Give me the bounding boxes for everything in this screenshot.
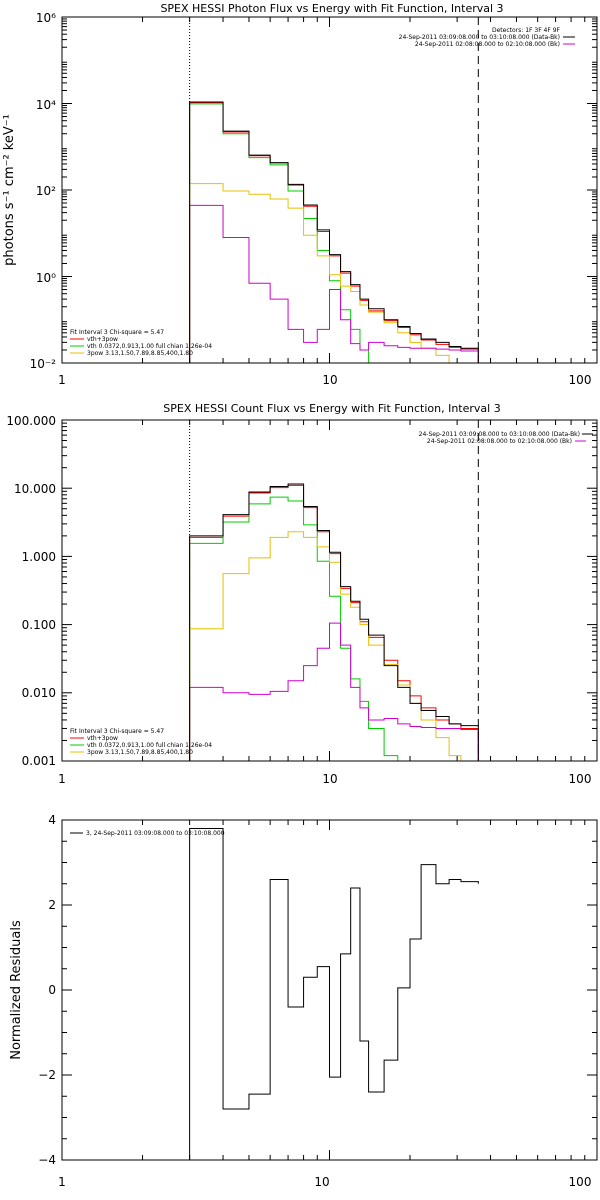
series-line (189, 103, 479, 364)
series-line (189, 483, 479, 761)
legend-entry: vth 0.0372,0.913,1.00 full chian 1.26e-0… (87, 343, 212, 350)
x-tick-label: 10 (314, 1175, 329, 1189)
x-tick-label: 1 (58, 1175, 66, 1189)
x-tick-label: 100 (569, 1175, 592, 1189)
y-tick-label: 10⁰ (36, 271, 56, 285)
series-line (189, 204, 479, 363)
y-tick-label: 1.000 (22, 550, 56, 564)
info-box: Detectors: 1F 3F 4F 9F 24-Sep-2011 03:09… (399, 27, 575, 48)
series-line (189, 531, 479, 762)
photon-flux-panel: SPEX HESSI Photon Flux vs Energy with Fi… (2, 2, 598, 387)
y-tick-label: 10.000 (14, 482, 56, 496)
x-tick-label: 100 (569, 373, 592, 387)
legend-entry: 3pow 3.13,1.50,7.89,8.85,400,1.80 (87, 350, 193, 357)
legend-entry: Fit Interval 3 Chi-square = 5.47 (70, 329, 164, 336)
legend-entry: vth+3pow (87, 336, 118, 343)
info-line: 24-Sep-2011 02:08:08.000 to 02:10:08.000… (427, 438, 572, 445)
y-tick-label: 4 (48, 813, 56, 827)
legend-entry: vth 0.0372,0.913,1.00 full chian 1.26e-0… (87, 742, 212, 749)
chart-title: SPEX HESSI Photon Flux vs Energy with Fi… (160, 2, 503, 15)
y-axis-label: Normalized Residuals (9, 920, 24, 1060)
x-tick-label: 1 (58, 373, 66, 387)
info-line: Detectors: 1F 3F 4F 9F (492, 27, 561, 34)
fit-legend: Fit Interval 3 Chi-square = 5.47 vth+3po… (70, 329, 212, 357)
y-tick-label: 0.001 (22, 754, 56, 768)
plot-frame (61, 419, 598, 762)
plot-frame (61, 819, 598, 1161)
series-line (189, 622, 479, 761)
fit-legend: Fit Interval 3 Chi-square = 5.47 vth+3po… (70, 728, 212, 756)
y-tick-label: 10⁻² (30, 357, 57, 371)
info-line: 24-Sep-2011 03:09:08.000 to 03:10:08.000… (399, 34, 560, 41)
series-line (189, 101, 479, 363)
chart-title: SPEX HESSI Count Flux vs Energy with Fit… (163, 402, 500, 415)
y-tick-label: −4 (38, 1153, 56, 1167)
y-tick-label: 10⁴ (36, 98, 56, 112)
y-tick-label: 10² (36, 184, 56, 198)
series-line (189, 828, 479, 1160)
residuals-panel: 1 10 100 −4 −2 0 2 4 Normalized Residual… (9, 813, 598, 1189)
legend-entry: Fit Interval 3 Chi-square = 5.47 (70, 728, 164, 735)
x-tick-label: 100 (569, 772, 592, 786)
y-tick-label: 0.100 (22, 618, 56, 632)
count-flux-panel: SPEX HESSI Count Flux vs Energy with Fit… (6, 402, 598, 786)
plot-frame (61, 16, 598, 364)
legend-entry: vth+3pow (87, 735, 118, 742)
x-tick-label: 10 (322, 373, 337, 387)
info-line: 3, 24-Sep-2011 03:09:08.000 to 03:10:08.… (86, 830, 225, 837)
series-line (189, 102, 479, 363)
y-tick-label: 2 (48, 898, 56, 912)
y-tick-label: 100.000 (6, 414, 56, 428)
info-line: 24-Sep-2011 02:08:08.000 to 02:10:08.000… (415, 41, 560, 48)
y-tick-label: 10⁶ (36, 11, 56, 25)
x-tick-label: 1 (58, 772, 66, 786)
y-tick-label: 0 (48, 983, 56, 997)
legend-entry: 3pow 3.13,1.50,7.89,8.85,400,1.80 (87, 749, 193, 756)
series-line (189, 183, 479, 364)
info-box: 24-Sep-2011 03:09:08.000 to 03:10:08.000… (419, 431, 593, 445)
info-box: 3, 24-Sep-2011 03:09:08.000 to 03:10:08.… (70, 830, 225, 837)
series-line (189, 496, 479, 762)
x-tick-label: 10 (322, 772, 337, 786)
y-axis-label: photons s⁻¹ cm⁻² keV⁻¹ (2, 114, 17, 266)
info-line: 24-Sep-2011 03:09:08.000 to 03:10:08.000… (419, 431, 580, 438)
y-tick-label: 0.010 (22, 686, 56, 700)
y-tick-label: −2 (38, 1068, 56, 1082)
